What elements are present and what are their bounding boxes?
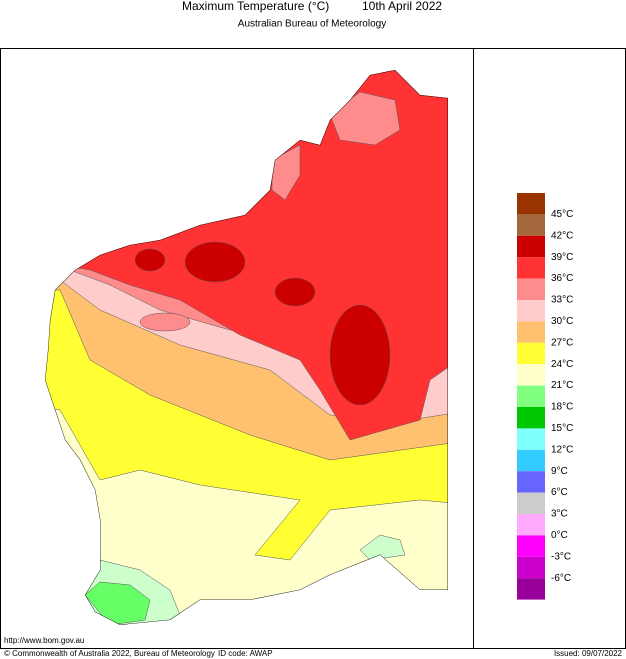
- zone-33-36: [329, 91, 401, 146]
- legend-swatch: [517, 235, 545, 258]
- legend-label: -3°C: [551, 551, 571, 562]
- legend-label: 12°C: [551, 444, 573, 455]
- legend-swatch: [517, 385, 545, 407]
- legend-label: 18°C: [551, 402, 573, 413]
- legend-swatch: [517, 300, 545, 322]
- temperature-map: [45, 70, 448, 625]
- zone-33-36: [271, 144, 301, 201]
- legend-swatch: [517, 449, 545, 472]
- legend-swatch: [517, 193, 545, 215]
- legend-label: 21°C: [551, 380, 573, 391]
- legend-label: 9°C: [551, 466, 568, 477]
- zone-33-36: [139, 312, 191, 332]
- legend-swatch: [517, 342, 545, 365]
- title: Maximum Temperature (°C): [182, 0, 329, 13]
- legend-label: 15°C: [551, 423, 573, 434]
- legend-swatch: [517, 407, 545, 429]
- legend-swatch: [517, 257, 545, 279]
- legend-label: 0°C: [551, 530, 568, 541]
- legend-label: 45°C: [551, 209, 573, 220]
- legend-label: 36°C: [551, 273, 573, 284]
- legend-label: 30°C: [551, 316, 573, 327]
- legend: 45°C 42°C 39°C 36°C 33°C 30°C 27°C 24°C 21°C 18°C…: [517, 193, 573, 600]
- subtitle: Australian Bureau of Meteorology: [238, 19, 386, 30]
- coastline: [45, 70, 448, 625]
- legend-label: 39°C: [551, 252, 573, 263]
- legend-label: 33°C: [551, 295, 573, 306]
- legend-swatch: [517, 278, 545, 300]
- copyright: © Commonwealth of Australia 2022, Bureau…: [4, 649, 215, 658]
- legend-label: -6°C: [551, 573, 571, 584]
- legend-swatch: [517, 428, 545, 450]
- zone-39-42: [184, 241, 246, 283]
- legend-swatch: [517, 514, 545, 536]
- legend-swatch: [517, 364, 545, 386]
- legend-label: 24°C: [551, 359, 573, 370]
- date: 10th April 2022: [362, 0, 442, 13]
- legend-label: 6°C: [551, 487, 568, 498]
- legend-swatch: [517, 578, 545, 600]
- url: http://www.bom.gov.au: [4, 636, 84, 645]
- legend-label: 42°C: [551, 230, 573, 241]
- issued: Issued: 09/07/2022: [554, 649, 623, 658]
- legend-swatch: [517, 471, 545, 493]
- legend-label: 27°C: [551, 337, 573, 348]
- id-code: ID code: AWAP: [218, 649, 273, 658]
- legend-swatch: [517, 556, 545, 579]
- zone-39-42: [134, 248, 166, 272]
- legend-swatch: [517, 535, 545, 557]
- legend-swatch: [517, 321, 545, 343]
- zone-15-18: [84, 581, 151, 625]
- zone-39-42: [329, 304, 391, 406]
- legend-label: 3°C: [551, 509, 568, 520]
- legend-swatch: [517, 492, 545, 514]
- legend-swatch: [517, 214, 545, 236]
- zone-39-42: [274, 277, 316, 307]
- zone-18-21: [359, 534, 406, 561]
